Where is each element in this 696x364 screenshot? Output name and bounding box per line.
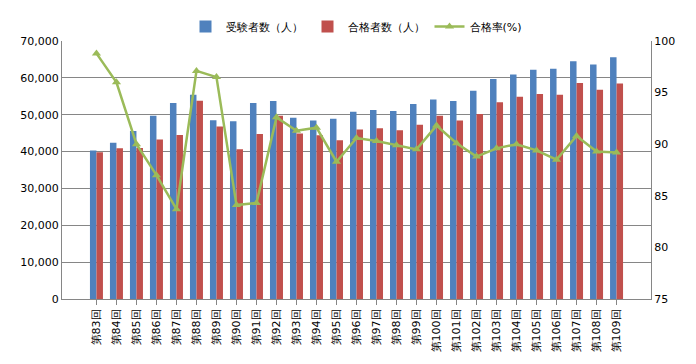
svg-text:第107回: 第107回 xyxy=(570,309,583,352)
svg-text:95: 95 xyxy=(654,86,668,99)
svg-text:第106回: 第106回 xyxy=(550,309,563,352)
svg-text:第102回: 第102回 xyxy=(470,309,483,352)
svg-text:第105回: 第105回 xyxy=(530,309,543,352)
svg-text:第95回: 第95回 xyxy=(330,309,343,345)
svg-text:第97回: 第97回 xyxy=(370,309,383,345)
svg-text:合格率(%): 合格率(%) xyxy=(470,21,522,34)
svg-text:第98回: 第98回 xyxy=(390,309,403,345)
svg-text:第108回: 第108回 xyxy=(590,309,603,352)
svg-text:第101回: 第101回 xyxy=(450,309,463,352)
svg-text:第89回: 第89回 xyxy=(210,309,223,345)
svg-text:0: 0 xyxy=(52,293,59,306)
svg-text:第99回: 第99回 xyxy=(410,309,423,345)
svg-text:85: 85 xyxy=(654,190,668,203)
svg-text:40,000: 40,000 xyxy=(20,145,59,158)
svg-text:第87回: 第87回 xyxy=(170,309,183,345)
svg-text:第109回: 第109回 xyxy=(610,309,623,352)
svg-text:第83回: 第83回 xyxy=(90,309,103,345)
svg-text:70,000: 70,000 xyxy=(20,35,59,48)
svg-text:第91回: 第91回 xyxy=(250,309,263,345)
svg-text:60,000: 60,000 xyxy=(20,72,59,85)
svg-text:50,000: 50,000 xyxy=(20,109,59,122)
svg-text:第100回: 第100回 xyxy=(430,309,443,352)
svg-text:20,000: 20,000 xyxy=(20,219,59,232)
svg-text:第84回: 第84回 xyxy=(110,309,123,345)
svg-text:第93回: 第93回 xyxy=(290,309,303,345)
svg-text:75: 75 xyxy=(654,293,668,306)
svg-text:100: 100 xyxy=(654,35,675,48)
svg-text:第86回: 第86回 xyxy=(150,309,163,345)
svg-text:第94回: 第94回 xyxy=(310,309,323,345)
svg-text:第90回: 第90回 xyxy=(230,309,243,345)
svg-text:第96回: 第96回 xyxy=(350,309,363,345)
svg-text:第103回: 第103回 xyxy=(490,309,503,352)
svg-text:第85回: 第85回 xyxy=(130,309,143,345)
svg-text:第88回: 第88回 xyxy=(190,309,203,345)
svg-text:第104回: 第104回 xyxy=(510,309,523,352)
svg-text:第92回: 第92回 xyxy=(270,309,283,345)
svg-text:30,000: 30,000 xyxy=(20,182,59,195)
svg-text:80: 80 xyxy=(654,241,668,254)
svg-text:合格者数（人）: 合格者数（人） xyxy=(348,21,425,34)
svg-text:10,000: 10,000 xyxy=(20,256,59,269)
svg-text:受験者数（人）: 受験者数（人） xyxy=(226,21,303,34)
svg-text:90: 90 xyxy=(654,138,668,151)
